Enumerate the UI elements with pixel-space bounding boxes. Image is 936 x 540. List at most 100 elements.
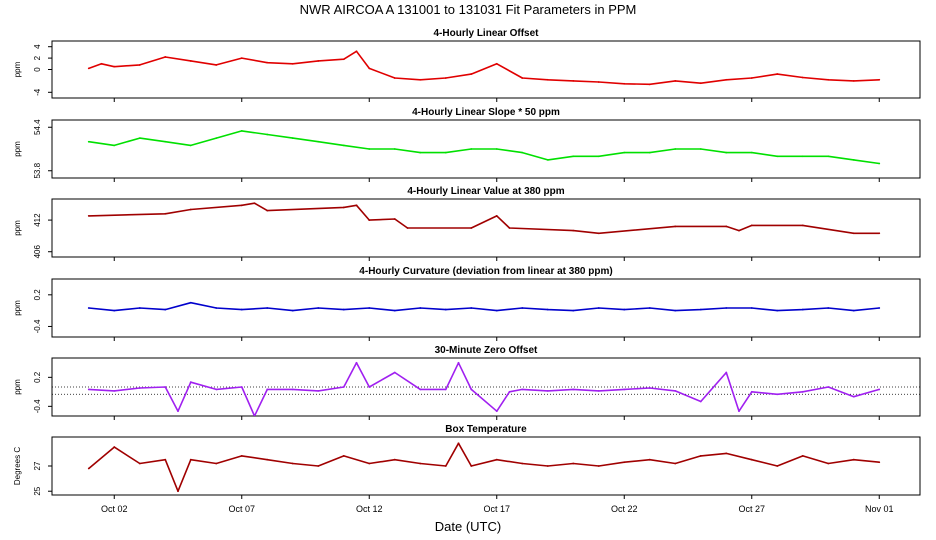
data-point xyxy=(546,308,549,311)
data-point xyxy=(597,81,600,83)
data-point xyxy=(508,390,511,393)
data-point xyxy=(113,389,116,392)
data-point xyxy=(572,309,575,312)
panel-frame xyxy=(51,357,921,417)
data-point xyxy=(470,73,473,75)
data-point xyxy=(317,389,320,392)
data-point xyxy=(725,225,728,228)
data-point xyxy=(521,307,524,309)
data-point xyxy=(444,465,447,467)
data-point xyxy=(878,461,881,464)
series-line xyxy=(88,361,880,416)
data-point xyxy=(215,307,218,309)
data-point xyxy=(674,148,677,150)
data-point xyxy=(801,155,804,158)
data-point xyxy=(572,229,575,232)
data-point xyxy=(138,137,141,140)
data-point xyxy=(419,151,422,154)
data-point xyxy=(393,77,396,79)
data-point xyxy=(750,390,753,393)
y-tick-label: 0.2 xyxy=(33,371,42,383)
data-point xyxy=(495,62,498,65)
data-point xyxy=(393,458,396,461)
data-point xyxy=(852,158,855,161)
data-point xyxy=(393,218,396,220)
data-point xyxy=(164,56,167,58)
y-tick-label: 4 xyxy=(33,44,42,49)
data-point xyxy=(623,82,626,85)
data-point xyxy=(177,410,179,413)
data-point xyxy=(253,202,256,205)
data-point xyxy=(597,465,600,467)
x-axis-label: Date (UTC) xyxy=(435,519,501,534)
data-point xyxy=(113,65,116,68)
data-point xyxy=(266,458,269,461)
panel-2: 4-Hourly Linear Slope * 50 ppm 53.8 54.4 pp… xyxy=(13,107,921,182)
data-point xyxy=(444,308,447,311)
data-point xyxy=(801,390,804,393)
data-point xyxy=(189,381,192,384)
y-axis-label: ppm xyxy=(13,61,22,77)
data-point xyxy=(572,80,575,82)
data-point xyxy=(495,309,498,312)
data-point xyxy=(164,458,167,461)
data-point xyxy=(878,232,881,235)
y-tick-label: 406 xyxy=(33,245,42,259)
panel-frame xyxy=(51,119,921,179)
panel-frame xyxy=(51,198,921,258)
data-point xyxy=(623,388,626,391)
data-point xyxy=(852,458,855,461)
data-point xyxy=(342,308,345,311)
x-tick-label: Oct 22 xyxy=(611,504,638,514)
data-point xyxy=(113,144,116,147)
data-point xyxy=(878,388,881,391)
data-point xyxy=(240,129,243,132)
data-point xyxy=(189,60,192,62)
data-point xyxy=(470,307,473,309)
data-point xyxy=(215,64,218,66)
y-tick-label: 54.4 xyxy=(33,119,42,135)
data-point xyxy=(138,64,141,66)
x-tick-label: Nov 01 xyxy=(865,504,894,514)
data-point xyxy=(419,388,422,391)
panel-title: 4-Hourly Curvature (deviation from linea… xyxy=(359,266,612,277)
data-point xyxy=(87,214,90,217)
data-point xyxy=(100,62,103,65)
data-point xyxy=(495,458,498,461)
data-point xyxy=(750,224,753,227)
data-point xyxy=(87,67,90,70)
data-point xyxy=(623,461,626,464)
data-point xyxy=(87,467,90,470)
x-tick-label: Oct 27 xyxy=(738,504,765,514)
data-point xyxy=(419,462,422,465)
data-point xyxy=(406,227,409,229)
data-point xyxy=(113,309,116,312)
data-point xyxy=(457,361,460,364)
data-point xyxy=(878,307,881,309)
chart-title: NWR AIRCOA A 131001 to 131031 Fit Parame… xyxy=(300,2,637,17)
data-point xyxy=(444,77,447,79)
data-point xyxy=(355,361,358,364)
data-point xyxy=(878,162,881,165)
data-point xyxy=(368,219,371,221)
data-point xyxy=(725,307,728,309)
panel-title: 4-Hourly Linear Offset xyxy=(433,28,539,39)
data-point xyxy=(776,465,779,467)
panel-frame xyxy=(51,278,921,338)
data-point xyxy=(393,371,396,374)
data-point xyxy=(266,61,269,64)
series-line xyxy=(88,50,880,86)
data-point xyxy=(750,458,753,461)
data-point xyxy=(521,77,524,79)
data-point xyxy=(138,307,141,309)
series-line xyxy=(88,130,880,165)
data-point xyxy=(138,387,141,389)
data-point xyxy=(368,307,371,309)
data-point xyxy=(317,60,320,62)
panel-title: Box Temperature xyxy=(445,424,527,435)
data-point xyxy=(597,155,600,158)
panel-1: 4-Hourly Linear Offset -4 0 2 4 ppm xyxy=(13,28,921,102)
data-point xyxy=(368,148,371,150)
data-point xyxy=(470,465,473,467)
